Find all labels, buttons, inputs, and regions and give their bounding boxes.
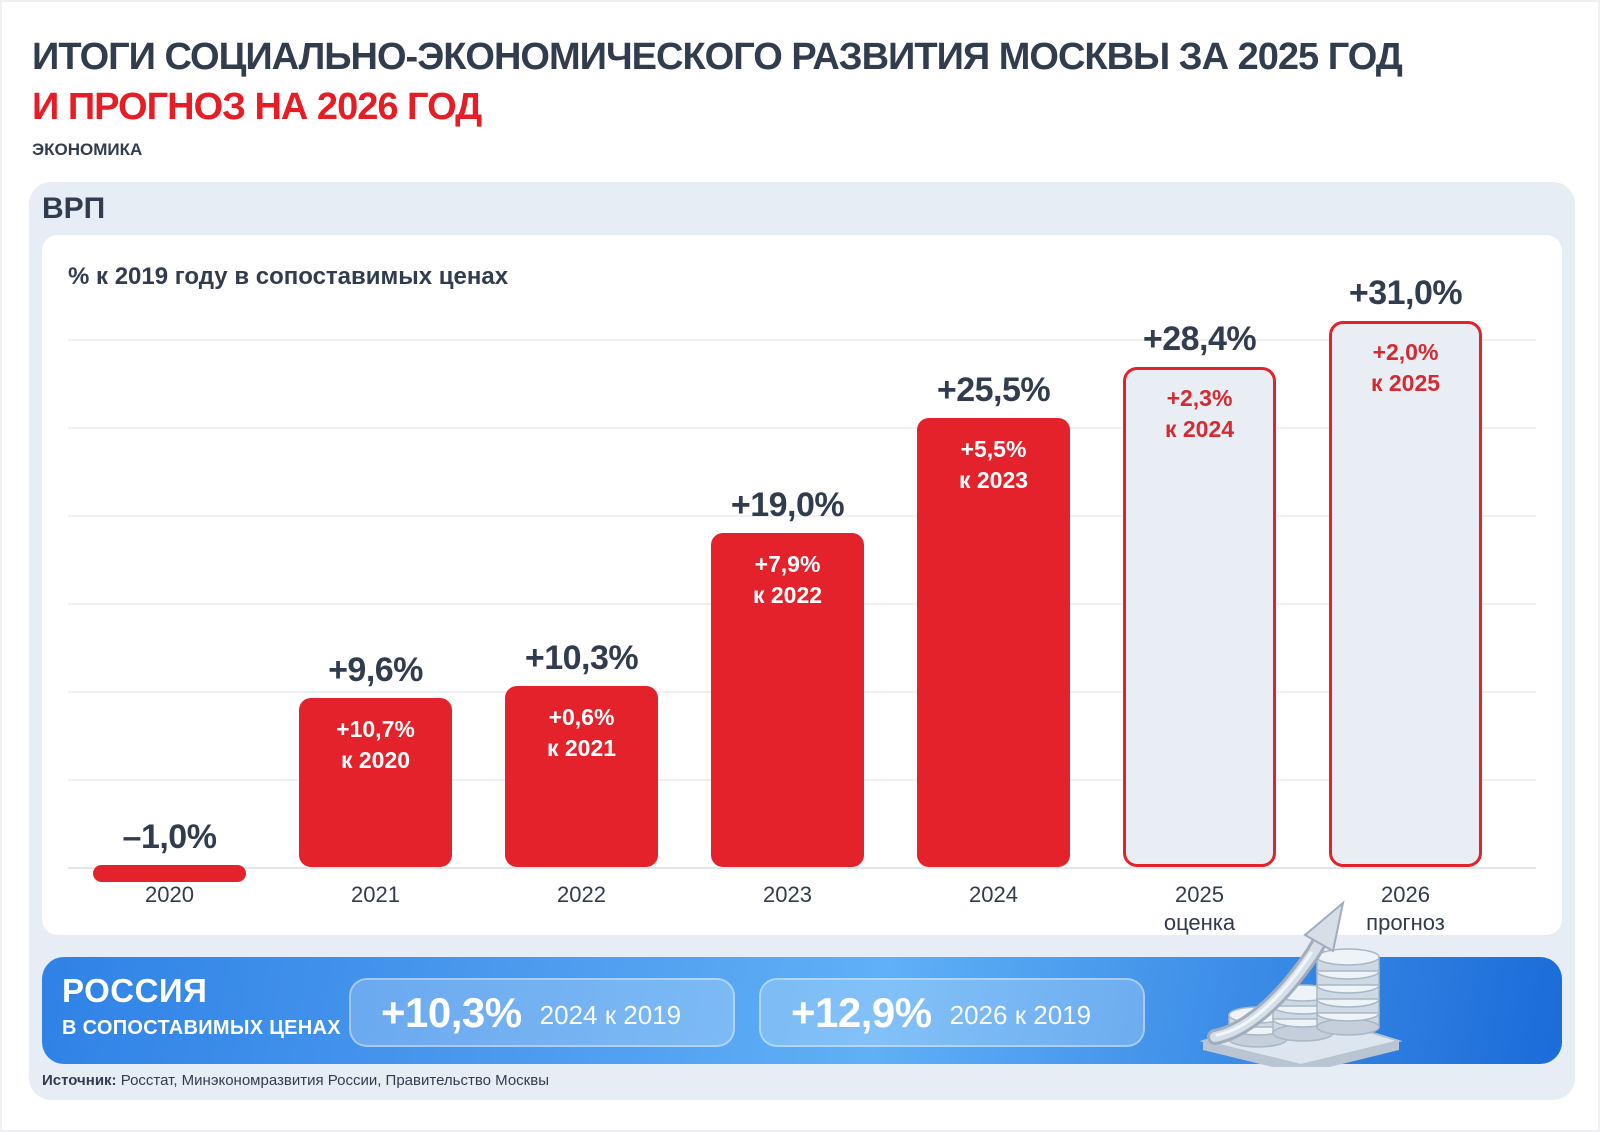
pill-caption: 2026 к 2019 xyxy=(949,1000,1092,1030)
bar-2026 xyxy=(1329,321,1482,867)
bar-year-label: 2022 xyxy=(557,882,606,907)
bar-year-label: 2025 оценка xyxy=(1163,882,1236,935)
source-label: Источник: xyxy=(42,1072,117,1089)
gridline xyxy=(68,427,1536,429)
axis-baseline xyxy=(68,867,1536,869)
bar-2021 xyxy=(299,698,452,867)
category-label: ЭКОНОМИКА xyxy=(32,140,143,159)
banner-titles: РОССИЯ В СОПОСТАВИМЫХ ЦЕНАХ xyxy=(62,972,341,1040)
banner-subtitle: В СОПОСТАВИМЫХ ЦЕНАХ xyxy=(62,1017,341,1039)
bar-2023 xyxy=(711,533,864,867)
bar-value-label: +9,6% xyxy=(328,651,423,689)
page-title-line1: ИТОГИ СОЦИАЛЬНО-ЭКОНОМИЧЕСКОГО РАЗВИТИЯ … xyxy=(32,36,1403,78)
pill-value: +12,9% xyxy=(791,988,932,1036)
chart-subtitle: % к 2019 году в сопоставимых ценах xyxy=(68,263,509,290)
bar-year-label: 2026 прогноз xyxy=(1366,882,1445,935)
russia-pill-2026: +12,9% 2026 к 2019 xyxy=(759,978,1145,1047)
bar-2022 xyxy=(505,686,658,867)
plot-area: –1,0% 2020 +9,6% +10,7% к 2020 2021 +10,3% +0,… xyxy=(42,235,1562,935)
gridline xyxy=(68,515,1536,517)
bar-2020 xyxy=(93,865,246,882)
bar-year-label: 2020 xyxy=(145,882,194,907)
coins-growth-arrow-icon xyxy=(1199,900,1403,1067)
bar-value-label: +28,4% xyxy=(1142,320,1257,358)
bar-value-label: +19,0% xyxy=(730,486,845,524)
pill-value: +10,3% xyxy=(381,988,522,1036)
bar-value-label: +31,0% xyxy=(1348,274,1463,312)
source-line: Источник: Росстат, Минэкономразвития Рос… xyxy=(42,1072,549,1089)
bar-delta-label: +7,9% к 2022 xyxy=(752,551,823,608)
bar-value-label: –1,0% xyxy=(122,818,217,856)
bar-value-label: +10,3% xyxy=(524,639,639,677)
bar-delta-label: +0,6% к 2021 xyxy=(546,704,617,761)
russia-pill-2024: +10,3% 2024 к 2019 xyxy=(349,978,735,1047)
page-title-line2: И ПРОГНОЗ НА 2026 ГОД xyxy=(32,86,482,128)
gridline xyxy=(68,339,1536,341)
bar-delta-label: +5,5% к 2023 xyxy=(958,436,1029,493)
bar-delta-label: +2,0% к 2025 xyxy=(1370,339,1441,396)
bar-year-label: 2024 xyxy=(969,882,1018,907)
bar-year-label: 2021 xyxy=(351,882,400,907)
pill-caption: 2024 к 2019 xyxy=(539,1000,682,1030)
chart-card: –1,0% 2020 +9,6% +10,7% к 2020 2021 +10,3% +0,… xyxy=(42,235,1562,935)
bar-value-label: +25,5% xyxy=(936,371,1051,409)
banner-title: РОССИЯ xyxy=(62,972,208,1009)
page-header: ИТОГИ СОЦИАЛЬНО-ЭКОНОМИЧЕСКОГО РАЗВИТИЯ … xyxy=(32,32,1572,160)
bar-2024 xyxy=(917,418,1070,867)
bar-delta-label: +2,3% к 2024 xyxy=(1164,385,1235,442)
source-text: Росстат, Минэкономразвития России, Прави… xyxy=(116,1072,549,1089)
panel-title: ВРП xyxy=(42,192,106,225)
bar-delta-label: +10,7% к 2020 xyxy=(336,716,415,773)
bar-year-label: 2023 xyxy=(763,882,812,907)
bar-2025 xyxy=(1123,367,1276,867)
